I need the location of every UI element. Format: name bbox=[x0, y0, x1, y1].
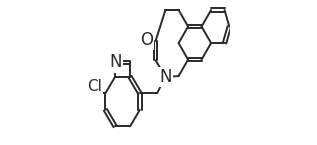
Text: Cl: Cl bbox=[87, 79, 102, 94]
Text: N: N bbox=[109, 54, 121, 71]
Text: N: N bbox=[159, 68, 171, 86]
Text: O: O bbox=[140, 31, 153, 49]
